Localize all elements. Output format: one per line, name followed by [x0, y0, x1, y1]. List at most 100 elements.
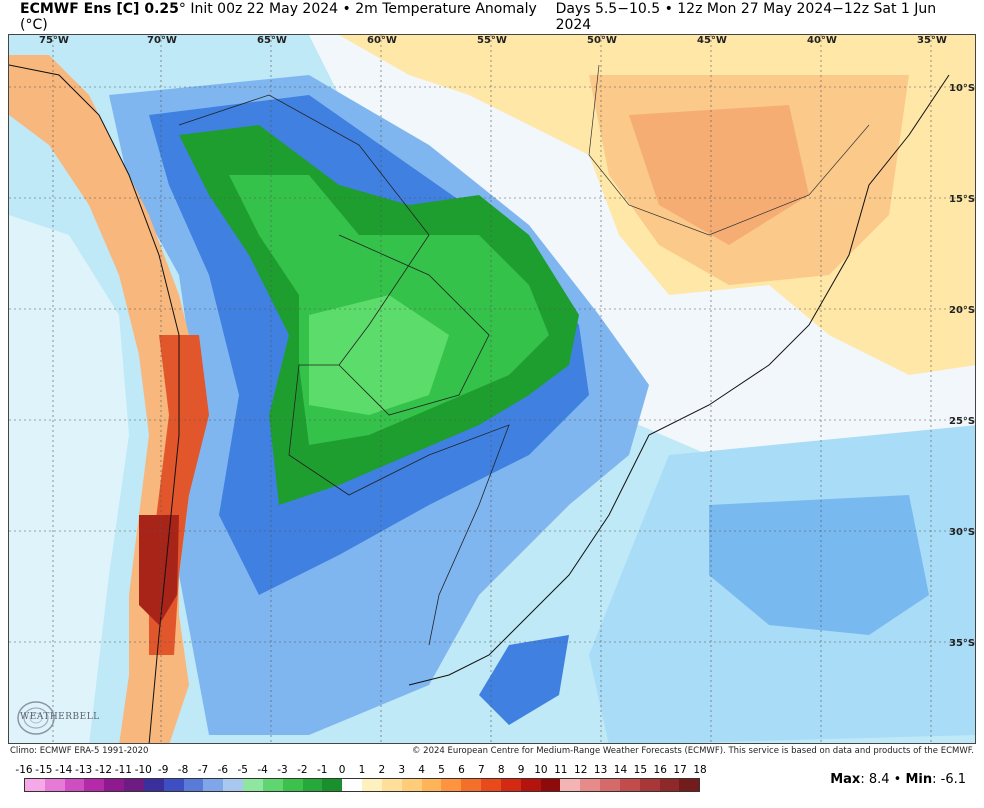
east-coastline: [408, 74, 950, 686]
colorbar-tick-label: 13: [593, 764, 608, 776]
colorbar-swatch: [639, 779, 660, 791]
colorbar-swatch: [481, 779, 501, 791]
colorbar-swatch: [223, 779, 244, 791]
colorbar-swatch: [302, 779, 323, 791]
colorbar-tick-label: 6: [458, 764, 465, 776]
colorbar-swatch: [243, 779, 263, 791]
lat-label-10s: 10°S: [949, 83, 976, 94]
colorbar-tick-label: -2: [297, 764, 308, 776]
colorbar-tick-label: -12: [94, 764, 113, 776]
colorbar-tick-label: -4: [257, 764, 268, 776]
copyright-note: © 2024 European Centre for Medium-Range …: [411, 746, 974, 756]
anomaly-map: 75°W 70°W 65°W 60°W 55°W 50°W 45°W 40°W …: [8, 34, 976, 744]
colorbar-tick-label: 0: [338, 764, 346, 776]
colorbar-swatch: [124, 779, 144, 791]
colorbar-swatch: [520, 779, 541, 791]
weatherbell-logo: WEATHERBELL: [14, 696, 99, 740]
colorbar-tick-label: 14: [613, 764, 628, 776]
colorbar-swatch: [381, 779, 402, 791]
colorbar-tick-label: 17: [673, 764, 687, 776]
lat-label-30s: 30°S: [949, 527, 976, 538]
colorbar-swatch: [262, 779, 283, 791]
colorbar-labels: -16 -15 -14 -13 -12 -11 -10 -9 -8 -7 -6 -5 -4 -3 -2 -1 0…: [15, 764, 706, 778]
colorbar-tick-label: -11: [114, 764, 132, 776]
colorbar-tick-label: 1: [358, 764, 366, 776]
cold-core-center: [309, 295, 449, 415]
country-borders: [178, 94, 510, 646]
colorbar-tick-label: 18: [693, 764, 707, 776]
andes-hot-spot: [139, 515, 179, 625]
colorbar-swatch: [203, 779, 224, 791]
colorbar-tick-label: -6: [217, 764, 229, 776]
lon-label-65w: 65°W: [257, 35, 287, 46]
colorbar-tick-label: -1: [316, 764, 328, 776]
west-coastline: [9, 64, 180, 743]
max-min-readout: Max: 8.4 • Min: -6.1: [830, 772, 966, 787]
ocean-cold-patch: [709, 495, 929, 635]
title-description: ° Init 00z 22 May 2024 • 2m Temperature …: [20, 1, 537, 33]
colorbar-swatch: [143, 779, 164, 791]
min-value: : -6.1: [932, 772, 966, 787]
map-canvas: [9, 35, 975, 743]
max-label: Max: [830, 772, 861, 787]
lon-label-75w: 75°W: [39, 35, 69, 46]
valid-range: Days 5.5−10.5 • 12z Mon 27 May 2024−12z …: [555, 1, 937, 33]
colorbar-tick-label: 5: [438, 764, 445, 776]
colorbar-swatch: [322, 779, 343, 791]
colorbar-tick-label: 11: [554, 764, 568, 776]
colorbar-tick-label: 9: [517, 764, 525, 776]
colorbar-tick-label: -8: [177, 764, 189, 776]
colorbar-tick-label: -16: [15, 764, 33, 776]
colorbar-swatch: [44, 779, 65, 791]
lon-label-40w: 40°W: [807, 35, 837, 46]
logo-swirl-icon: [17, 701, 55, 735]
colorbar-swatch: [282, 779, 303, 791]
colorbar-swatch: [560, 779, 581, 791]
colorbar-swatch: [183, 779, 204, 791]
colorbar-tick-label: 10: [534, 764, 548, 776]
colorbar-swatch: [540, 779, 561, 791]
colorbar-tick-label: 8: [497, 764, 505, 776]
colorbar-swatch: [441, 779, 462, 791]
lat-label-35s: 35°S: [949, 638, 976, 649]
colorbar-tick-label: 15: [633, 764, 648, 776]
colorbar-swatch: [64, 779, 85, 791]
ne-state-borders: [588, 64, 870, 236]
colorbar-swatch: [600, 779, 620, 791]
lon-label-45w: 45°W: [697, 35, 727, 46]
colorbar-swatch: [679, 779, 700, 791]
colorbar-tick-label: -7: [197, 764, 209, 776]
colorbar-swatch: [104, 779, 125, 791]
graticule: [9, 35, 975, 743]
min-label: Min: [905, 772, 933, 787]
lat-label-20s: 20°S: [949, 305, 976, 316]
lon-label-35w: 35°W: [917, 35, 947, 46]
colorbar-swatch: [580, 779, 601, 791]
lon-label-50w: 50°W: [587, 35, 617, 46]
max-value: : 8.4 •: [860, 772, 906, 787]
colorbar-tick-label: -14: [55, 764, 73, 776]
colorbar-tick-label: -15: [35, 764, 53, 776]
colorbar-swatch: [362, 779, 382, 791]
colorbar-tick-label: 2: [378, 764, 386, 776]
colorbar-swatch: [401, 779, 422, 791]
colorbar-tick-label: 4: [418, 764, 425, 776]
colorbar: [24, 778, 700, 792]
pacific-near-zero: [9, 215, 129, 743]
ocean-cold-spot: [479, 635, 569, 725]
colorbar-tick-label: 3: [398, 764, 406, 776]
colorbar-swatch: [619, 779, 640, 791]
warm-core-ne-inner: [629, 105, 809, 245]
colorbar-swatch: [342, 779, 363, 791]
lon-label-60w: 60°W: [367, 35, 397, 46]
lat-label-25s: 25°S: [949, 416, 976, 427]
chart-title: ECMWF Ens [C] 0.25° Init 00z 22 May 2024…: [20, 1, 556, 33]
colorbar-tick-label: -10: [134, 764, 152, 776]
colorbar-swatch: [25, 779, 45, 791]
colorbar-tick-label: -9: [157, 764, 169, 776]
colorbar-tick-label: -3: [277, 764, 288, 776]
climo-note: Climo: ECMWF ERA-5 1991-2020: [10, 746, 149, 756]
state-borders: [338, 234, 490, 416]
colorbar-swatch: [84, 779, 105, 791]
lon-label-70w: 70°W: [147, 35, 177, 46]
